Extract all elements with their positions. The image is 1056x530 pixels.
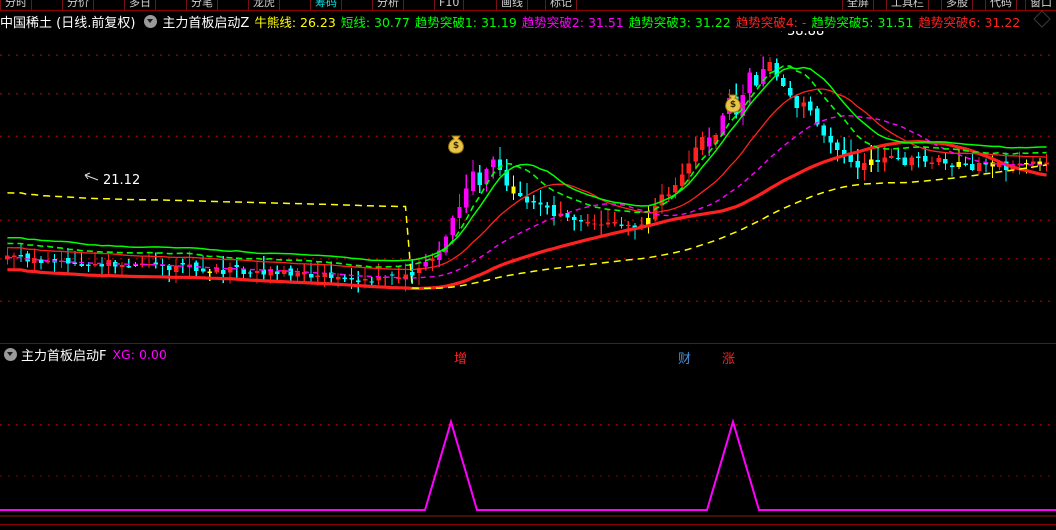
menu-item-right-1[interactable]: 工具栏 xyxy=(886,0,929,10)
menu-item-0[interactable]: 分时 xyxy=(0,0,32,10)
chevron-down-circle-icon[interactable] xyxy=(144,14,158,28)
diamond-icon[interactable] xyxy=(1033,10,1051,28)
field-value-2: 31.19 xyxy=(480,14,517,30)
field-label-6: 趋势突破5: xyxy=(811,14,874,30)
field-value-7: 31.22 xyxy=(984,14,1021,30)
field-label-3: 趋势突破2: xyxy=(521,14,584,30)
field-label-7: 趋势突破6: xyxy=(918,14,981,30)
sub-chart-header-bar: 主力首板启动F XG: 0.00 xyxy=(0,344,1056,364)
svg-text:$: $ xyxy=(730,100,736,110)
menu-item-8[interactable]: 画线 xyxy=(496,0,528,10)
menu-item-right-2[interactable]: 多股 xyxy=(941,0,973,10)
menu-item-right-3[interactable]: 代码 xyxy=(985,0,1017,10)
signal-marker-2: 涨 xyxy=(722,352,736,367)
field-value-4: 31.22 xyxy=(694,14,731,30)
svg-text:$: $ xyxy=(453,141,459,151)
indicator-name-label[interactable]: 主力首板启动Z xyxy=(162,15,250,31)
chart-header-bar: 中国稀土 (日线.前复权) 主力首板启动Z 牛熊线: 26.23 短线: 30.… xyxy=(0,11,1056,31)
indicator-field-6: 趋势突破5: 31.51 xyxy=(811,12,913,31)
svg-text:21.12: 21.12 xyxy=(103,173,140,188)
signal-marker-1: 财 xyxy=(678,352,692,367)
stock-name-label[interactable]: 中国稀土 (日线.前复权) xyxy=(0,15,136,31)
money-bag-icon: $ xyxy=(448,135,464,154)
money-bag-icon: $ xyxy=(725,94,741,113)
menu-item-6[interactable]: 分析 xyxy=(372,0,404,10)
field-label-0: 牛熊线: xyxy=(254,14,297,30)
main-price-chart[interactable]: $ $38.88 21.12 xyxy=(0,31,1056,344)
sub-field-label: XG: xyxy=(112,346,135,362)
svg-text:38.88: 38.88 xyxy=(787,31,824,39)
field-value-1: 30.77 xyxy=(374,14,410,30)
menu-item-5[interactable]: 筹码 xyxy=(310,0,342,10)
sub-field-value: 0.00 xyxy=(138,346,167,362)
toolbar-strip[interactable]: 分时 分价 多日 分笔 龙虎 筹码 分析 F10 画线 标记 全屏 工具栏 多股… xyxy=(0,0,1056,11)
chevron-down-circle-icon-sub[interactable] xyxy=(4,347,17,361)
field-label-5: 趋势突破4: xyxy=(735,14,798,30)
sub-indicator-chart[interactable] xyxy=(0,364,1056,524)
price-annotation-0: 38.88 xyxy=(780,31,824,39)
field-value-3: 31.51 xyxy=(587,14,624,30)
sub-indicator-field: XG: 0.00 xyxy=(112,347,166,362)
field-label-4: 趋势突破3: xyxy=(628,14,691,30)
field-value-5: - xyxy=(801,14,807,30)
field-label-2: 趋势突破1: xyxy=(414,14,477,30)
menu-item-right-4[interactable]: 窗口 xyxy=(1025,0,1056,10)
field-value-6: 31.51 xyxy=(877,14,914,30)
menu-item-1[interactable]: 分价 xyxy=(62,0,94,10)
indicator-field-1: 短线: 30.77 xyxy=(341,12,410,31)
menu-item-9[interactable]: 标记 xyxy=(545,0,577,10)
menu-item-4[interactable]: 龙虎 xyxy=(248,0,280,10)
pane-divider xyxy=(0,343,1056,344)
sub-chart-canvas[interactable] xyxy=(0,364,1056,524)
menu-item-3[interactable]: 分笔 xyxy=(186,0,218,10)
menu-item-right-0[interactable]: 全屏 xyxy=(842,0,874,10)
signal-marker-0: 增 xyxy=(454,352,468,367)
menu-item-2[interactable]: 多日 xyxy=(124,0,156,10)
status-bar-strip xyxy=(0,524,1056,530)
price-chart-canvas[interactable]: $ $38.88 21.12 xyxy=(0,31,1056,344)
indicator-field-2: 趋势突破1: 31.19 xyxy=(415,12,517,31)
indicator-field-4: 趋势突破3: 31.22 xyxy=(629,12,731,31)
price-annotation-1: 21.12 xyxy=(84,172,140,188)
field-value-0: 26.23 xyxy=(300,14,336,30)
indicator-field-0: 牛熊线: 26.23 xyxy=(254,12,336,31)
indicator-field-5: 趋势突破4: - xyxy=(736,12,807,31)
indicator-field-3: 趋势突破2: 31.51 xyxy=(522,12,624,31)
sub-indicator-name-label[interactable]: 主力首板启动F xyxy=(21,348,107,364)
menu-item-7[interactable]: F10 xyxy=(434,0,465,10)
field-label-1: 短线: xyxy=(340,14,371,30)
indicator-field-7: 趋势突破6: 31.22 xyxy=(918,12,1020,31)
